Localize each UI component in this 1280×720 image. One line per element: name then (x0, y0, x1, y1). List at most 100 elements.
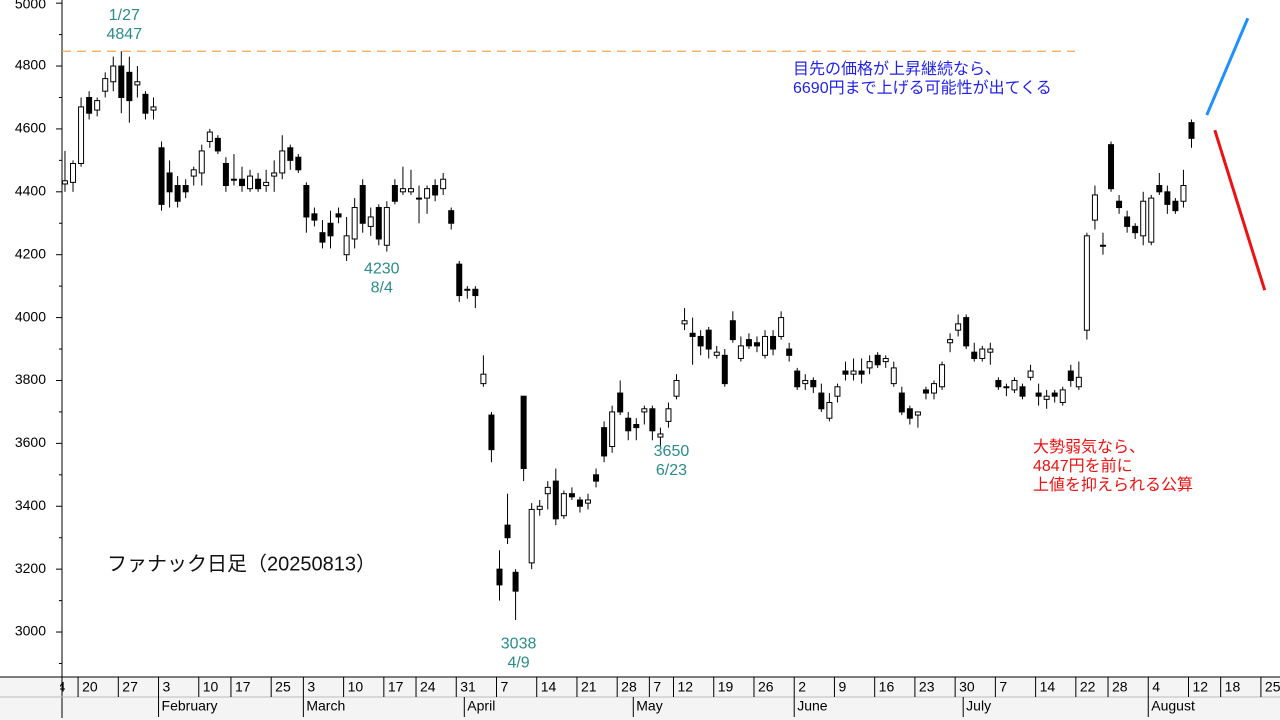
candle-body (544, 486, 551, 495)
y-tick-label: 3800 (15, 371, 46, 387)
projection-line (1205, 17, 1250, 116)
candle-body (399, 188, 406, 193)
month-label: May (636, 698, 662, 714)
candle-body (1075, 376, 1082, 388)
note-text: 4847円を前に (1033, 457, 1133, 475)
candle-body (1059, 389, 1066, 403)
x-tick-label: 19 (718, 679, 734, 695)
candle-body (528, 508, 535, 564)
candle-body (239, 178, 246, 187)
candle-body (383, 207, 390, 246)
candle-body (295, 156, 302, 171)
candle-body (601, 427, 608, 457)
candle-body (713, 351, 720, 356)
x-tick-label: 12 (678, 679, 694, 695)
candle-body (230, 178, 237, 181)
candle-body (939, 364, 946, 388)
x-tick-label: 10 (348, 679, 364, 695)
y-tick-label: 4200 (15, 245, 46, 261)
x-tick-label: 14 (1040, 679, 1056, 695)
candle-body (1051, 392, 1058, 397)
candle-body (552, 480, 559, 520)
x-tick-label: 31 (460, 679, 476, 695)
candle-body (576, 499, 583, 507)
candle-body (633, 424, 640, 429)
y-tick-label: 4000 (15, 308, 46, 324)
candle-body (424, 188, 431, 199)
candle-body (472, 288, 479, 297)
x-tick-label: 3 (163, 679, 171, 695)
candle-body (279, 150, 286, 174)
candle-body (198, 150, 205, 174)
candle-body (206, 131, 213, 143)
x-tick-label: 10 (203, 679, 219, 695)
candle-body (826, 401, 833, 419)
candle-body (649, 408, 656, 432)
peak-value: 3650 (654, 443, 690, 460)
candle-body (432, 185, 439, 196)
candle-body (721, 354, 728, 385)
candle-body (1019, 386, 1026, 397)
candle-body (1180, 185, 1187, 202)
x-tick-label: 23 (919, 679, 935, 695)
candle-body (407, 188, 414, 193)
candle-body (906, 408, 913, 419)
candle-body (1132, 225, 1139, 234)
candle-body (641, 408, 648, 413)
candle-body (94, 100, 101, 111)
candle-body (536, 505, 543, 510)
y-tick-label: 3600 (15, 434, 46, 450)
candle-body (625, 417, 632, 432)
candle-body (496, 568, 503, 586)
candle-body (987, 348, 994, 353)
candle-body (110, 65, 117, 83)
x-tick-label: 14 (541, 679, 557, 695)
x-tick-label: 20 (82, 679, 98, 695)
candle-body (1108, 144, 1115, 190)
candle-body (914, 411, 921, 416)
x-tick-label: 21 (581, 679, 597, 695)
candle-body (1148, 197, 1155, 243)
candle-body (786, 348, 793, 356)
month-label: August (1151, 698, 1195, 714)
candle-body (287, 147, 294, 161)
month-label: June (797, 698, 828, 714)
candle-body (327, 222, 334, 237)
candle-body (150, 106, 157, 111)
candle-body (762, 335, 769, 356)
candle-body (335, 213, 342, 218)
projection-line (1213, 129, 1267, 291)
candle-body (118, 65, 125, 98)
y-tick-label: 4400 (15, 183, 46, 199)
y-tick-label: 3000 (15, 623, 46, 639)
month-label: July (966, 698, 991, 714)
candle-body (585, 499, 592, 504)
x-tick-label: 12 (1192, 679, 1208, 695)
month-label: February (162, 698, 218, 714)
candle-body (512, 571, 519, 592)
candle-body (617, 392, 624, 413)
candle-body (190, 169, 197, 177)
candle-body (166, 172, 173, 193)
candle-body (657, 433, 664, 438)
candle-body (874, 354, 881, 366)
candle-body (1164, 191, 1171, 205)
candle-body (142, 93, 149, 114)
candle-body (947, 339, 954, 344)
candle-body (456, 263, 463, 297)
candle-body (255, 178, 262, 190)
x-tick-label: 22 (1080, 679, 1096, 695)
x-axis-band (0, 677, 1280, 720)
x-tick-label: 7 (999, 679, 1007, 695)
candle-body (842, 370, 849, 375)
peak-date: 6/23 (656, 462, 687, 479)
candle-body (448, 210, 455, 224)
candle-body (1003, 386, 1010, 389)
candle-body (271, 172, 278, 177)
candle-body (1067, 370, 1074, 381)
x-tick-label: 28 (621, 679, 637, 695)
candle-body (931, 383, 938, 394)
x-tick-label: 9 (838, 679, 846, 695)
chart-title: ファナック日足（20250813） (107, 552, 376, 575)
candle-body (126, 71, 133, 102)
